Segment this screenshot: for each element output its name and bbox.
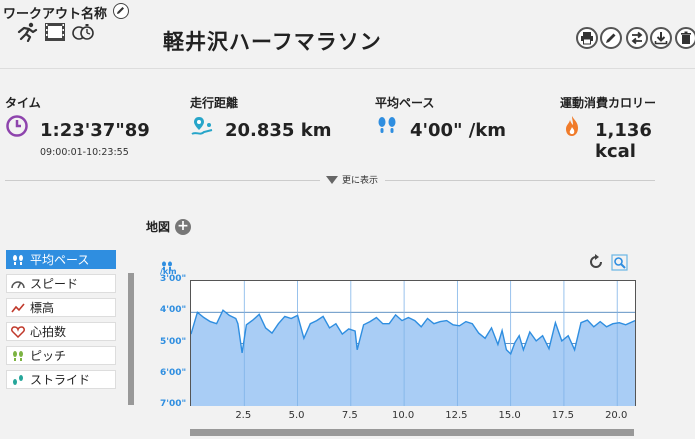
- sync-icon: [631, 31, 643, 45]
- header-divider: [0, 68, 695, 69]
- triangle-down-icon: [326, 175, 338, 184]
- sync-button[interactable]: [626, 27, 648, 49]
- distance-value: 20.835 km: [225, 120, 332, 141]
- calories-label: 運動消費カロリー: [560, 96, 657, 110]
- sidebar-item-label: 標高: [30, 301, 55, 315]
- pace-area: [191, 310, 635, 406]
- delete-icon: [681, 31, 691, 44]
- edit-icon: [606, 33, 616, 43]
- footsteps-icon: [13, 350, 23, 361]
- x-tick-label: 10.0: [391, 410, 415, 421]
- more-divider-right: [385, 180, 655, 181]
- map-pin-icon: [190, 114, 214, 138]
- delete-button[interactable]: [675, 27, 695, 49]
- time-value: 1:23'37"89: [40, 120, 150, 141]
- plus-icon[interactable]: +: [175, 219, 191, 235]
- heart-icon: [11, 325, 25, 338]
- sidebar-item-label: 心拍数: [30, 325, 67, 339]
- sidebar-item-heart-rate[interactable]: 心拍数: [6, 322, 116, 341]
- calories-value: 1,136 kcal: [595, 120, 652, 162]
- footsteps-icon: [375, 114, 399, 138]
- stride-icon: [13, 374, 23, 385]
- stopwatch-icon: [71, 22, 94, 42]
- y-tick-label: 6'00": [160, 367, 187, 378]
- edit-name-icon[interactable]: [113, 3, 129, 19]
- y-tick-label: 3'00": [160, 274, 187, 284]
- sidebar-item-label: スピード: [30, 277, 79, 291]
- y-tick-label: 7'00": [160, 399, 187, 409]
- sidebar-item-pitch[interactable]: ピッチ: [6, 346, 116, 365]
- map-label: 地図: [146, 220, 171, 234]
- sidebar-item-label: ピッチ: [30, 349, 67, 363]
- sidebar-item-speed[interactable]: スピード: [6, 274, 116, 293]
- x-tick-label: 7.5: [341, 410, 358, 421]
- x-tick-label: 17.5: [551, 410, 575, 421]
- pace-value: 4'00" /km: [410, 120, 507, 141]
- flame-icon: [560, 114, 584, 138]
- download-button[interactable]: [650, 27, 672, 49]
- distance-label: 走行距離: [190, 96, 239, 110]
- pace-line: [190, 309, 636, 356]
- sidebar-item-stride[interactable]: ストライド: [6, 370, 116, 389]
- show-more-button[interactable]: 更に表示: [326, 173, 378, 186]
- workout-title: 軽井沢ハーフマラソン: [163, 30, 382, 54]
- pace-label: 平均ペース: [375, 96, 435, 110]
- video-icon: [44, 22, 66, 42]
- x-tick-label: 2.5: [235, 410, 252, 421]
- runner-icon: [16, 22, 38, 43]
- time-label: タイム: [5, 96, 41, 110]
- sidebar-item-label: 平均ペース: [30, 253, 90, 267]
- pace-unit-icon: [160, 256, 174, 275]
- more-divider-left: [5, 180, 320, 181]
- pace-chart[interactable]: [190, 280, 636, 406]
- sidebar-item-label: ストライド: [30, 373, 91, 387]
- print-button[interactable]: [576, 27, 598, 49]
- x-tick-label: 15.0: [498, 410, 521, 421]
- x-tick-label: 5.0: [288, 410, 305, 421]
- x-tick-label: 12.5: [445, 410, 468, 421]
- reset-icon[interactable]: [588, 254, 604, 274]
- elevation-icon: [11, 302, 25, 312]
- sidebar-item-elevation[interactable]: 標高: [6, 298, 116, 317]
- y-unit-label: /km: [160, 267, 177, 276]
- sidebar-item-pace[interactable]: 平均ペース: [6, 250, 116, 269]
- pace-chart-svg: [190, 281, 636, 406]
- x-tick-label: 20.0: [605, 410, 628, 421]
- download-icon: [654, 32, 668, 45]
- time-range: 09:00:01-10:23:55: [40, 147, 129, 158]
- print-icon: [581, 32, 593, 45]
- sidebar-scrollbar[interactable]: [128, 273, 134, 405]
- gauge-icon: [11, 280, 25, 288]
- y-tick-label: 5'00": [160, 336, 187, 347]
- zoom-icon[interactable]: [611, 254, 628, 275]
- chart-scrollbar[interactable]: [190, 429, 634, 436]
- footsteps-icon: [13, 254, 23, 265]
- show-more-label: 更に表示: [342, 176, 379, 186]
- clock-icon: [5, 114, 29, 138]
- edit-button[interactable]: [600, 27, 622, 49]
- y-tick-label: 4'00": [160, 305, 187, 316]
- workout-name-label: ワークアウト名称: [3, 7, 108, 22]
